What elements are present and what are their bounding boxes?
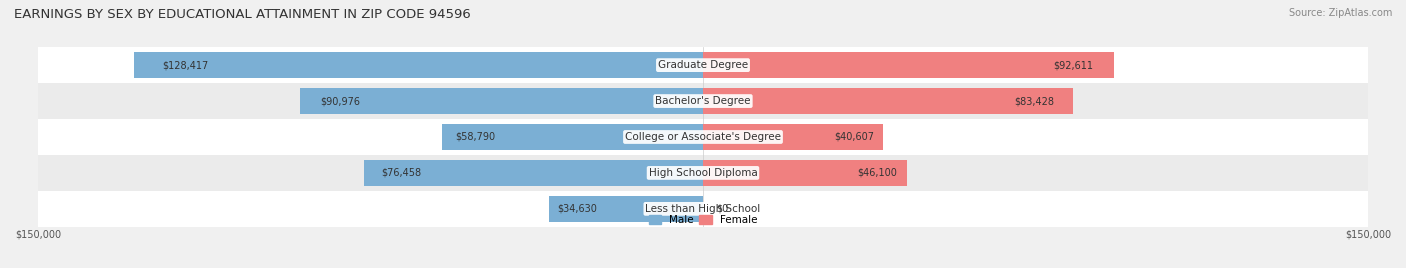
Text: Source: ZipAtlas.com: Source: ZipAtlas.com	[1288, 8, 1392, 18]
Bar	[443, 124, 703, 150]
Bar	[364, 160, 703, 186]
Text: $76,458: $76,458	[381, 168, 422, 178]
Bar	[299, 88, 703, 114]
Bar	[550, 196, 703, 222]
Bar	[38, 119, 1368, 155]
Bar	[38, 155, 1368, 191]
Bar	[703, 52, 1114, 78]
Text: Less than High School: Less than High School	[645, 204, 761, 214]
Text: $90,976: $90,976	[321, 96, 360, 106]
Bar	[134, 52, 703, 78]
Text: $34,630: $34,630	[557, 204, 598, 214]
Text: Graduate Degree: Graduate Degree	[658, 60, 748, 70]
Text: High School Diploma: High School Diploma	[648, 168, 758, 178]
Bar	[703, 160, 907, 186]
Text: $0: $0	[716, 204, 728, 214]
Text: Bachelor's Degree: Bachelor's Degree	[655, 96, 751, 106]
Text: $92,611: $92,611	[1053, 60, 1092, 70]
Bar	[703, 124, 883, 150]
Text: $83,428: $83,428	[1014, 96, 1054, 106]
Bar	[38, 83, 1368, 119]
Text: EARNINGS BY SEX BY EDUCATIONAL ATTAINMENT IN ZIP CODE 94596: EARNINGS BY SEX BY EDUCATIONAL ATTAINMEN…	[14, 8, 471, 21]
Text: $40,607: $40,607	[834, 132, 875, 142]
Bar	[38, 191, 1368, 227]
Bar	[703, 88, 1073, 114]
Text: $128,417: $128,417	[162, 60, 208, 70]
Text: College or Associate's Degree: College or Associate's Degree	[626, 132, 780, 142]
Text: $58,790: $58,790	[456, 132, 495, 142]
Legend: Male, Female: Male, Female	[648, 215, 758, 225]
Text: $46,100: $46,100	[858, 168, 897, 178]
Bar	[38, 47, 1368, 83]
